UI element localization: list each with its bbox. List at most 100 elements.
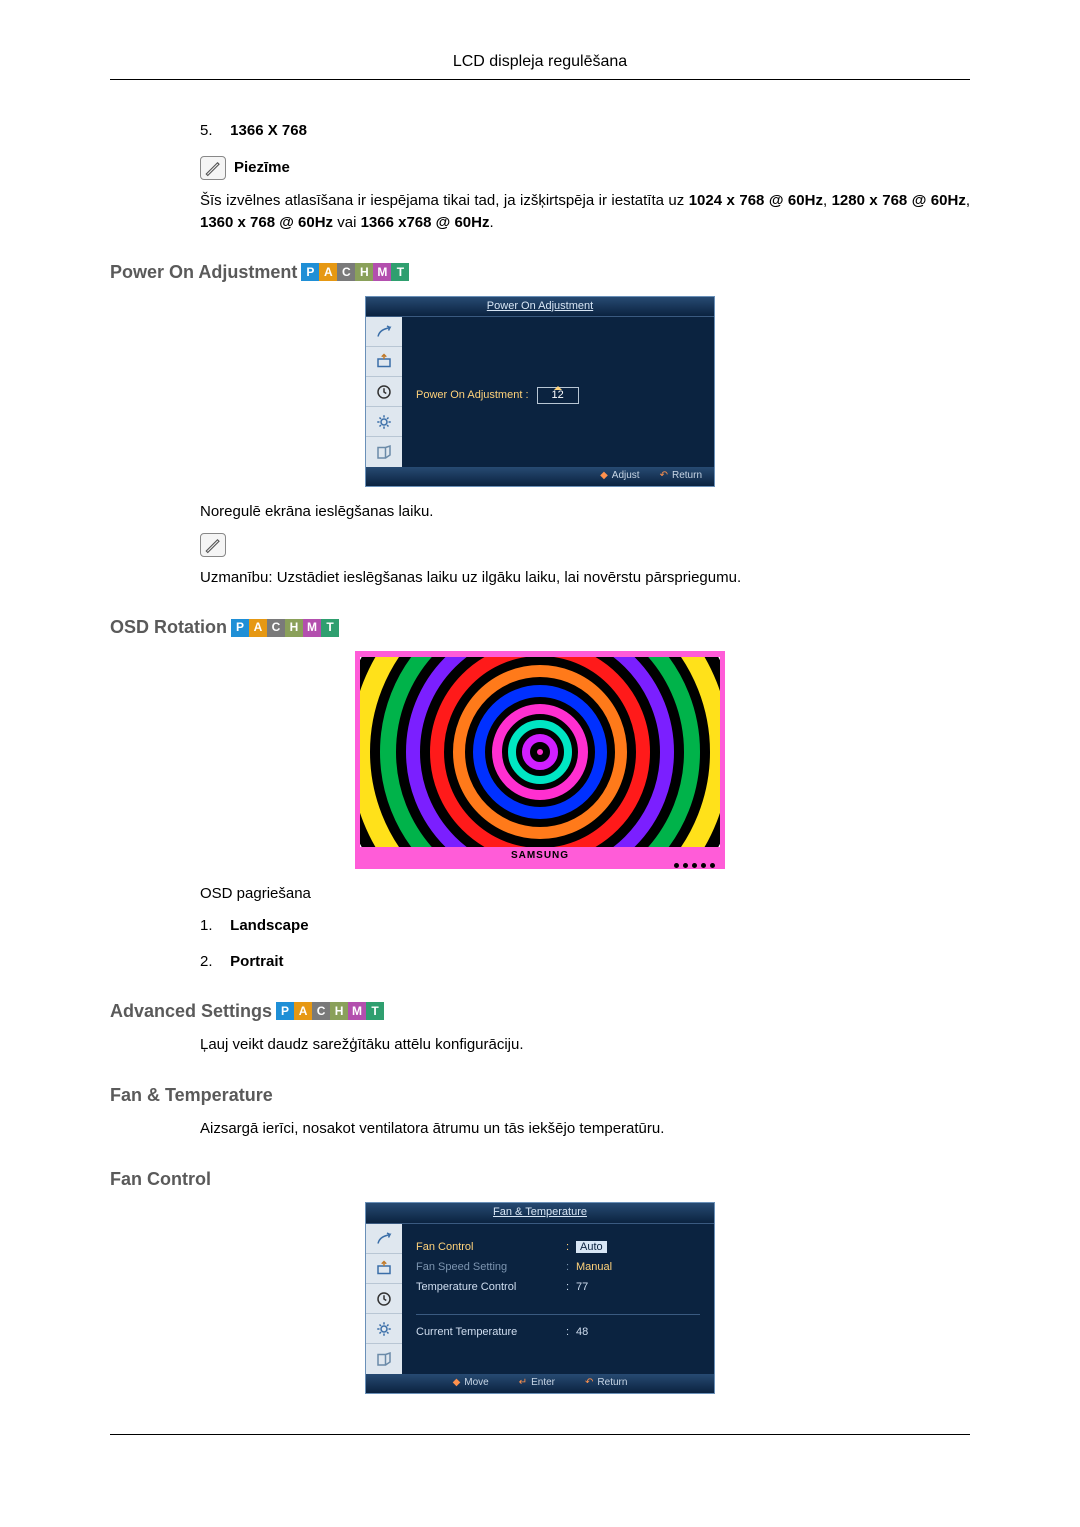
badge-a: A — [319, 263, 337, 281]
footer-move: Move — [464, 1376, 488, 1391]
footer-adjust: Adjust — [612, 469, 640, 484]
note-bold-1: 1024 x 768 @ 60Hz — [689, 192, 823, 209]
badge-m: M — [303, 619, 321, 637]
badge-m: M — [348, 1002, 366, 1020]
rotation-caption: OSD pagriešana — [200, 883, 970, 905]
footer-return: Return — [672, 469, 702, 484]
badge-c: C — [337, 263, 355, 281]
note-body: Šīs izvēlnes atlasīšana ir iespējama tik… — [200, 190, 970, 234]
osd-footer: ◆Adjust ↶Return — [366, 467, 714, 486]
heading-text: Power On Adjustment — [110, 259, 297, 285]
return-icon: ↶ — [660, 469, 668, 484]
osd-side-icon-1 — [366, 347, 402, 377]
osd-title: Fan & Temperature — [366, 1203, 714, 1224]
figure-power-osd: Power On Adjustment Power On Adjustment … — [110, 296, 970, 487]
list-item-5: 5. 1366 X 768 — [200, 120, 970, 142]
osd-footer: ◆Move ↵Enter ↶Return — [366, 1374, 714, 1393]
note-sep-1: , — [823, 192, 832, 209]
power-para-1: Noregulē ekrāna ieslēgšanas laiku. — [200, 501, 970, 523]
badge-strip: PACHMT — [276, 1002, 384, 1020]
osd-value-box: 12 — [537, 387, 579, 405]
list-item-landscape: 1. Landscape — [200, 915, 970, 937]
badge-t: T — [366, 1002, 384, 1020]
monitor-buttons — [674, 863, 715, 868]
note-bold-3: 1360 x 768 @ 60Hz — [200, 214, 333, 231]
badge-p: P — [301, 263, 319, 281]
heading-text: OSD Rotation — [110, 614, 227, 640]
page-footer-line — [110, 1434, 970, 1435]
heading-text: Fan Control — [110, 1166, 211, 1192]
badge-a: A — [294, 1002, 312, 1020]
badge-strip: PACHMT — [231, 619, 339, 637]
list-text: Landscape — [230, 917, 308, 934]
move-icon: ◆ — [453, 1376, 461, 1391]
temp-control-value: 77 — [576, 1280, 700, 1296]
osd-panel: Power On Adjustment Power On Adjustment … — [365, 296, 715, 487]
badge-m: M — [373, 263, 391, 281]
heading-fan-temperature: Fan & Temperature — [110, 1082, 970, 1108]
fan-para: Aizsargā ierīci, nosakot ventilatora ātr… — [200, 1118, 970, 1140]
badge-strip: PACHMT — [301, 263, 409, 281]
enter-icon: ↵ — [519, 1376, 527, 1391]
heading-osd-rotation: OSD Rotation PACHMT — [110, 614, 970, 640]
osd-side-icon-1 — [366, 1254, 402, 1284]
note-label: Piezīme — [234, 157, 290, 179]
fan-control-auto: Auto — [576, 1241, 607, 1253]
osd-title: Power On Adjustment — [366, 297, 714, 318]
osd-side-icon-3 — [366, 1314, 402, 1344]
current-temp-label: Current Temperature — [416, 1325, 566, 1341]
osd-side-icon-4 — [366, 1344, 402, 1374]
note-icon — [200, 533, 226, 557]
osd-sidebar — [366, 317, 402, 467]
page-header: LCD displeja regulēšana — [110, 50, 970, 80]
power-para-2: Uzmanību: Uzstādiet ieslēgšanas laiku uz… — [200, 567, 970, 589]
adv-para: Ļauj veikt daudz sarežģītāku attēlu konf… — [200, 1034, 970, 1056]
ring-center — [537, 749, 543, 755]
temp-control-label: Temperature Control — [416, 1280, 566, 1296]
badge-a: A — [249, 619, 267, 637]
figure-fan-osd: Fan & Temperature Fan Control:Auto Fan S… — [110, 1202, 970, 1393]
badge-h: H — [330, 1002, 348, 1020]
inline-note-icon-row — [200, 533, 970, 557]
rotation-canvas — [360, 657, 720, 847]
footer-return: Return — [597, 1376, 627, 1391]
badge-t: T — [391, 263, 409, 281]
osd-side-icon-4 — [366, 437, 402, 467]
heading-text: Advanced Settings — [110, 998, 272, 1024]
osd-panel-fan: Fan & Temperature Fan Control:Auto Fan S… — [365, 1202, 715, 1393]
note-bold-2: 1280 x 768 @ 60Hz — [832, 192, 966, 209]
badge-c: C — [312, 1002, 330, 1020]
list-text: Portrait — [230, 953, 283, 970]
fan-speed-label: Fan Speed Setting — [416, 1260, 566, 1276]
note-icon — [200, 156, 226, 180]
heading-advanced-settings: Advanced Settings PACHMT — [110, 998, 970, 1024]
note-tail: . — [489, 214, 493, 231]
note-row: Piezīme — [200, 156, 970, 180]
osd-row-label: Power On Adjustment : — [416, 388, 529, 404]
badge-t: T — [321, 619, 339, 637]
list-num: 1. — [200, 915, 226, 937]
osd-side-icon-0 — [366, 317, 402, 347]
figure-osd-rotation: SAMSUNG — [110, 651, 970, 870]
osd-side-icon-2 — [366, 377, 402, 407]
badge-h: H — [355, 263, 373, 281]
list-num: 2. — [200, 951, 226, 973]
current-temp-value: 48 — [576, 1325, 700, 1341]
fan-control-manual: Manual — [576, 1260, 700, 1276]
note-mid: vai — [337, 214, 360, 231]
heading-text: Fan & Temperature — [110, 1082, 273, 1108]
fan-control-label: Fan Control — [416, 1240, 566, 1256]
list-num: 5. — [200, 120, 226, 142]
list-text: 1366 X 768 — [230, 122, 307, 139]
note-bold-4: 1366 x768 @ 60Hz — [361, 214, 490, 231]
heading-power-on-adjustment: Power On Adjustment PACHMT — [110, 259, 970, 285]
badge-p: P — [276, 1002, 294, 1020]
footer-enter: Enter — [531, 1376, 555, 1391]
rotation-monitor: SAMSUNG — [355, 651, 725, 870]
osd-side-icon-3 — [366, 407, 402, 437]
badge-h: H — [285, 619, 303, 637]
badge-c: C — [267, 619, 285, 637]
note-sep-2: , — [966, 192, 970, 209]
list-item-portrait: 2. Portrait — [200, 951, 970, 973]
osd-side-icon-2 — [366, 1284, 402, 1314]
